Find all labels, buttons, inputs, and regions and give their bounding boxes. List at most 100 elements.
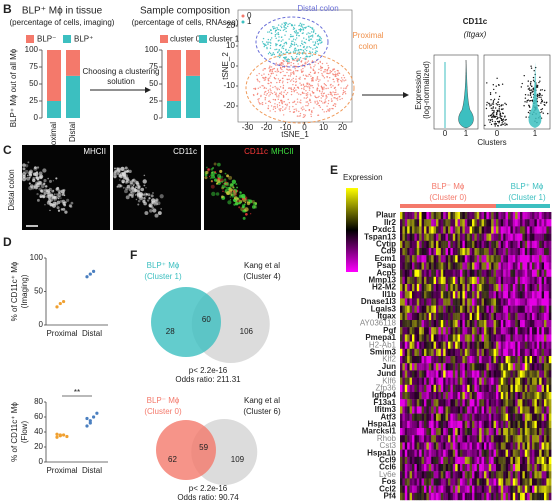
heatmap-cell: [462, 341, 465, 349]
heatmap-cell: [445, 420, 449, 429]
heatmap-cell: [462, 492, 465, 501]
heatmap-cell: [529, 363, 533, 371]
heatmap-cell: [443, 298, 446, 306]
heatmap-cell: [433, 298, 437, 306]
heatmap-cell: [493, 492, 497, 501]
heatmap-cell: [448, 464, 451, 472]
heatmap-cell: [493, 320, 497, 328]
heatmap-cell: [440, 449, 444, 457]
tsne-point: [283, 42, 285, 45]
heatmap-cell: [438, 363, 441, 371]
heatmap-cell: [493, 312, 497, 321]
tsne-point: [304, 58, 306, 61]
tsne-point: [300, 102, 302, 104]
heatmap-cell: [455, 384, 458, 393]
heatmap-cell: [457, 471, 461, 479]
y-axis-label: Expression: [414, 70, 423, 110]
heatmap-cell: [412, 212, 415, 220]
tsne-point: [258, 81, 261, 83]
heatmap-cell: [438, 471, 441, 479]
heatmap-cell: [400, 471, 403, 479]
jitter-point: [491, 118, 493, 121]
tsne-point: [298, 93, 300, 95]
heatmap-cell: [524, 370, 528, 378]
heatmap-cell: [500, 341, 504, 349]
heatmap-cell: [445, 392, 449, 400]
heatmap-cell: [500, 233, 504, 241]
heatmap-cell: [491, 384, 494, 393]
heatmap-cell: [508, 449, 511, 457]
micrograph-signal: [235, 183, 238, 186]
gene-label: Pf4: [384, 492, 397, 501]
heatmap-cell: [400, 449, 403, 457]
y-axis-label: tSNE_2: [221, 52, 230, 80]
heatmap-cell: [544, 377, 547, 385]
heatmap-cell: [479, 456, 482, 465]
tsne-point: [289, 110, 291, 113]
jitter-point: [489, 121, 491, 123]
heatmap-cell: [510, 356, 513, 364]
tsne-point: [329, 70, 331, 72]
heatmap-cell: [534, 255, 537, 263]
heatmap-cell: [419, 435, 422, 443]
heatmap-cell: [541, 219, 545, 227]
tsne-point: [329, 77, 331, 79]
heatmap-cell: [486, 413, 489, 421]
tsne-point: [298, 34, 300, 37]
heatmap-cell: [404, 377, 408, 385]
jitter-point: [529, 92, 532, 95]
tsne-point: [335, 93, 337, 96]
tsne-point: [311, 34, 314, 36]
micrograph-signal: [246, 201, 251, 206]
gene-label: Acp5: [376, 268, 396, 277]
jitter-point: [494, 125, 496, 127]
heatmap-cell: [486, 399, 489, 407]
heatmap-cell: [491, 413, 494, 421]
tsne-point: [328, 110, 330, 112]
heatmap-cell: [541, 276, 545, 285]
heatmap-cell: [476, 291, 480, 299]
set-title: BLP⁺ Mϕ: [147, 261, 180, 270]
heatmap-cell: [536, 485, 540, 493]
heatmap-cell: [548, 320, 552, 328]
heatmap-cell: [457, 384, 461, 393]
heatmap-cell: [488, 233, 492, 241]
tsne-point: [319, 90, 321, 93]
group-bar: [496, 204, 550, 208]
x-tick-label: -30: [242, 123, 254, 132]
tsne-point: [328, 67, 330, 69]
heatmap-cell: [474, 219, 477, 227]
heatmap-cell: [455, 428, 458, 436]
jitter-point: [539, 76, 541, 79]
tsne-point: [304, 48, 306, 50]
heatmap-cell: [522, 305, 525, 313]
heatmap-cell: [472, 240, 475, 249]
heatmap-cell: [414, 312, 417, 321]
heatmap-cell: [500, 449, 504, 457]
tsne-point: [322, 71, 325, 73]
heatmap-cell: [491, 291, 494, 299]
heatmap-cell: [402, 284, 405, 292]
heatmap-cell: [419, 327, 422, 335]
tsne-point: [327, 64, 329, 67]
annotation: colon: [358, 42, 377, 51]
heatmap-cell: [409, 370, 413, 378]
heatmap-cell: [534, 435, 537, 443]
heatmap-cell: [532, 312, 535, 321]
heatmap-cell: [520, 291, 523, 299]
tsne-point: [324, 83, 327, 86]
heatmap-cell: [407, 341, 410, 349]
tsne-point: [299, 115, 301, 117]
heatmap-cell: [544, 464, 547, 472]
heatmap-cell: [493, 298, 497, 306]
heatmap-cell: [481, 384, 485, 393]
jitter-point: [538, 81, 540, 84]
heatmap-cell: [524, 269, 528, 277]
heatmap-cell: [421, 248, 425, 256]
heatmap-cell: [448, 255, 451, 263]
tsne-point: [287, 98, 289, 101]
heatmap-cell: [421, 492, 425, 501]
heatmap-cell: [416, 478, 420, 486]
heatmap-cell: [414, 327, 417, 335]
heatmap-cell: [452, 449, 456, 457]
